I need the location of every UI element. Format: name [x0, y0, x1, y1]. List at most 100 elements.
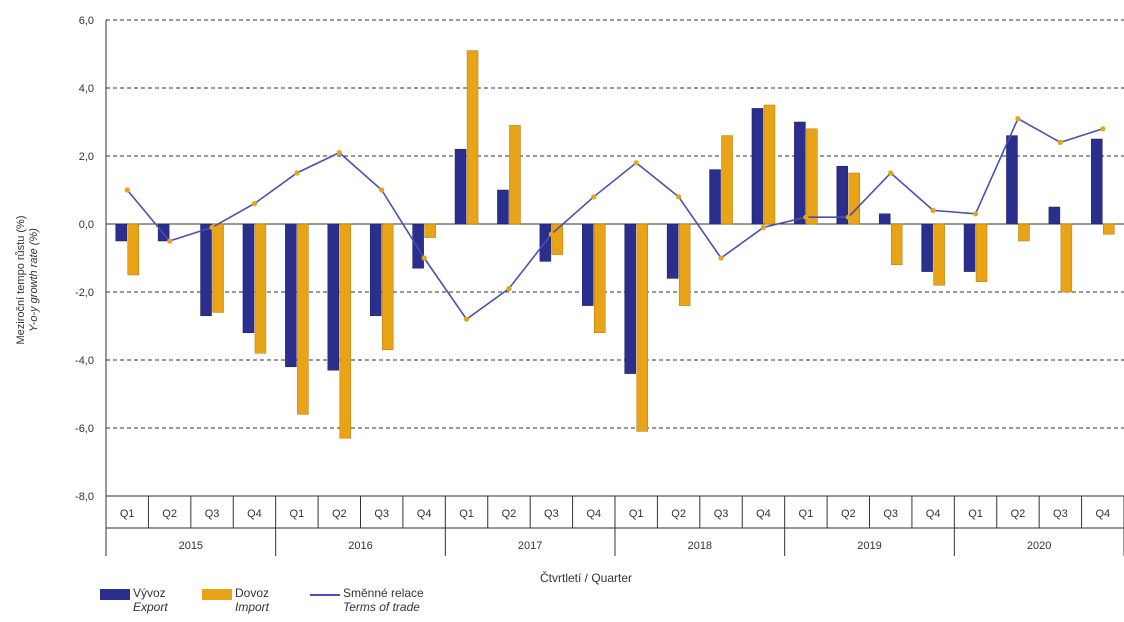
- bar-export: [327, 223, 340, 371]
- quarter-label: Q3: [544, 508, 559, 520]
- bars: [115, 50, 1115, 439]
- terms-of-trade-point: [1015, 116, 1021, 122]
- bar-export: [157, 223, 170, 242]
- terms-of-trade-point: [209, 224, 215, 230]
- quarter-label: Q2: [841, 508, 856, 520]
- legend-label-export: Vývoz: [133, 586, 166, 600]
- bar-import: [1018, 223, 1030, 242]
- quarter-label: Q2: [502, 508, 517, 520]
- quarter-label: Q4: [247, 508, 262, 520]
- terms-of-trade-point: [888, 170, 894, 176]
- year-label: 2016: [348, 540, 372, 552]
- legend-label-terms-of-trade-en: Terms of trade: [343, 600, 420, 614]
- quarter-label: Q3: [1053, 508, 1068, 520]
- quarter-label: Q1: [629, 508, 644, 520]
- quarter-label: Q3: [205, 508, 220, 520]
- legend-label-import-en: Import: [235, 600, 270, 614]
- terms-of-trade-point: [167, 238, 173, 244]
- legend-label-import: Dovoz: [235, 586, 270, 600]
- bar-export: [1091, 138, 1103, 225]
- year-label: 2018: [688, 540, 712, 552]
- y-axis-title: Meziroční tempo růstu (%) Y-o-y growth r…: [6, 150, 46, 410]
- x-axis: Q1 Q2 Q3 Q4 Q1 Q2 Q3 Q4 Q1 Q2 Q3 Q4 Q1 Q2 Q3 Q4 Q1 Q2 Q3 Q4…: [105, 495, 1124, 556]
- bar-import: [636, 223, 648, 432]
- bar-import: [339, 223, 352, 439]
- y-axis-title-cz: Meziroční tempo růstu (%): [15, 216, 27, 345]
- quarter-label: Q3: [714, 508, 729, 520]
- y-tick-label: 0,0: [79, 219, 94, 231]
- quarter-label: Q1: [968, 508, 983, 520]
- terms-of-trade-point: [591, 194, 597, 200]
- legend-swatch-export: [100, 589, 130, 600]
- bar-import: [297, 223, 309, 415]
- bar-export: [751, 108, 764, 225]
- terms-of-trade-point: [633, 160, 639, 166]
- terms-of-trade-point: [379, 187, 385, 193]
- bar-import: [890, 223, 903, 266]
- y-tick-label: -8,0: [75, 491, 94, 503]
- terms-of-trade-point: [421, 255, 427, 261]
- bar-export: [836, 165, 849, 225]
- bar-export: [794, 121, 806, 225]
- bar-export: [285, 223, 297, 368]
- quarter-label: Q3: [883, 508, 898, 520]
- bar-export: [369, 223, 382, 317]
- legend-label-terms-of-trade: Směnné relace: [343, 586, 424, 600]
- terms-of-trade-point: [124, 187, 130, 193]
- bar-export: [666, 223, 679, 279]
- bar-import: [254, 223, 267, 354]
- bar-export: [200, 223, 212, 317]
- bar-export: [1006, 135, 1018, 225]
- y-tick-label: 2,0: [79, 151, 94, 163]
- terms-of-trade-point: [1057, 139, 1063, 145]
- bar-import: [212, 223, 224, 313]
- terms-of-trade-line: [124, 116, 1106, 322]
- terms-of-trade-point: [930, 207, 936, 213]
- terms-of-trade-point: [803, 214, 809, 220]
- quarter-label: Q3: [374, 508, 389, 520]
- bar-export: [624, 223, 636, 374]
- bar-import: [721, 135, 733, 225]
- quarter-label: Q2: [162, 508, 177, 520]
- bar-export: [115, 223, 127, 242]
- quarter-label: Q1: [120, 508, 135, 520]
- y-tick-label: -4,0: [75, 355, 94, 367]
- quarter-label: Q4: [756, 508, 771, 520]
- x-axis-title: Čtvrtletí / Quarter: [540, 571, 633, 585]
- year-label: 2017: [518, 540, 542, 552]
- bar-import: [127, 223, 139, 276]
- bar-import: [848, 172, 861, 225]
- bar-import: [466, 50, 479, 225]
- terms-of-trade-point: [294, 170, 300, 176]
- terms-of-trade-point: [718, 255, 724, 261]
- terms-of-trade-point: [1100, 126, 1106, 132]
- terms-of-trade-point: [251, 201, 258, 207]
- bar-import: [678, 223, 691, 306]
- terms-of-trade-point: [336, 150, 342, 156]
- y-tick-label: -6,0: [75, 423, 94, 435]
- terms-of-trade-point: [760, 224, 767, 230]
- y-tick-label: 6,0: [79, 15, 94, 27]
- terms-of-trade-point: [506, 286, 512, 292]
- quarter-label: Q2: [332, 508, 347, 520]
- bar-export: [582, 223, 594, 306]
- quarter-label: Q4: [417, 508, 432, 520]
- bar-import: [933, 223, 945, 286]
- bar-import: [381, 223, 394, 351]
- legend-swatch-import: [202, 589, 232, 600]
- grid: [105, 19, 1124, 496]
- quarter-label: Q1: [459, 508, 474, 520]
- bar-import: [806, 128, 818, 225]
- bar-export: [497, 189, 509, 225]
- bar-import: [424, 223, 436, 238]
- bar-export: [1048, 206, 1061, 225]
- bar-export: [878, 213, 891, 225]
- terms-of-trade-polyline: [126, 117, 1104, 321]
- year-label: 2019: [857, 540, 881, 552]
- quarter-label: Q4: [586, 508, 601, 520]
- bar-import: [1103, 223, 1115, 235]
- y-tick-label: -2,0: [75, 287, 94, 299]
- terms-of-trade-point: [845, 214, 851, 220]
- bar-export: [242, 223, 255, 334]
